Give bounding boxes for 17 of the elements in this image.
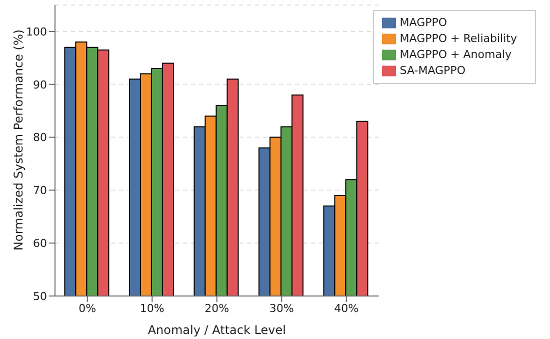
y-tick-label: 90 (33, 78, 47, 92)
legend-label: MAGPPO + Reliability (400, 32, 517, 45)
y-tick-label: 80 (33, 131, 47, 144)
y-tick-label: 60 (33, 236, 47, 250)
x-tick-label: 40% (334, 302, 359, 315)
x-tick-label: 20% (204, 302, 230, 315)
x-axis-title: Anomaly / Attack Level (148, 323, 286, 337)
y-tick-label: 100 (26, 25, 47, 38)
legend-label: MAGPPO (400, 16, 448, 29)
y-tick-label: 70 (33, 184, 47, 198)
y-axis-title: Normalized System Performance (%) (11, 29, 26, 250)
x-tick-label: 30% (269, 302, 294, 315)
x-tick-label: 0% (78, 302, 96, 315)
legend-label: MAGPPO + Anomaly (400, 48, 512, 61)
x-tick-label: 10% (140, 302, 164, 315)
y-tick-label: 50 (33, 290, 47, 303)
legend-label: SA-MAGPPO (400, 64, 466, 77)
